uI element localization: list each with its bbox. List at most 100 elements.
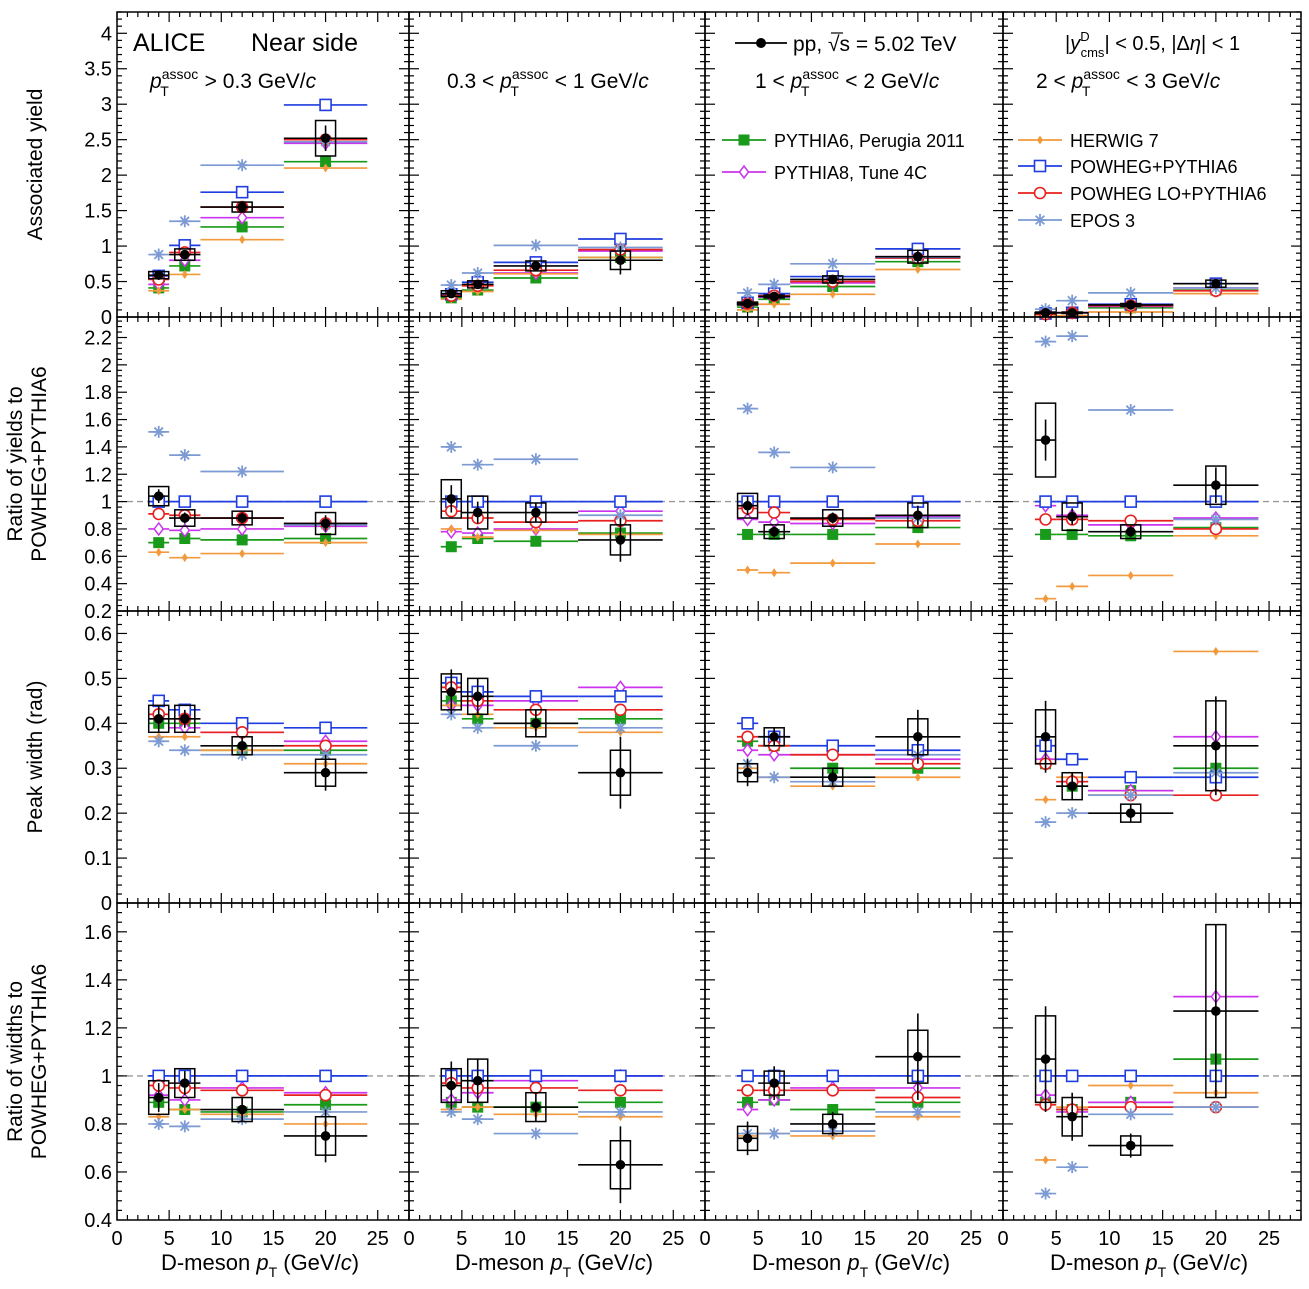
legend-data: pp, √s = 5.02 TeV <box>735 32 957 56</box>
model-point-5 <box>1124 1108 1137 1121</box>
y-tick-label: 1.4 <box>84 437 112 459</box>
model-point-2 <box>914 264 921 274</box>
y-tick-label: 3.5 <box>84 59 112 81</box>
model-point-3 <box>1039 495 1052 508</box>
model-point-5 <box>178 1120 191 1133</box>
model-point-5 <box>178 215 191 228</box>
x-tick-label: 5 <box>1051 1228 1062 1250</box>
legend-marker <box>1034 214 1046 226</box>
y-tick-label: 1.6 <box>84 922 112 944</box>
model-point-5 <box>1066 294 1079 307</box>
data-point <box>531 507 541 518</box>
y-tick-label: 0.6 <box>84 546 112 568</box>
y-tick-label: 0.2 <box>84 803 112 825</box>
legend-label: EPOS 3 <box>1070 211 1135 231</box>
model-point-5 <box>768 446 781 459</box>
cut-label: |yD cms| < 0.5, |Δη| < 1 <box>1065 29 1240 60</box>
model-point-2 <box>155 286 162 296</box>
data-point <box>179 249 190 260</box>
legend-entry-4: POWHEG LO+PYTHIA6 <box>1018 184 1267 204</box>
data-point <box>769 291 779 302</box>
data-point <box>237 202 247 212</box>
panel-row1-col1 <box>408 316 706 612</box>
y-tick-label: 1 <box>101 1066 112 1088</box>
panel-row2-col3 <box>1002 610 1302 904</box>
panel-frame <box>116 610 410 904</box>
model-point-2 <box>181 732 188 742</box>
legend-marker <box>1033 159 1047 173</box>
model-point-2 <box>771 568 778 578</box>
data-point <box>446 687 457 697</box>
data-point <box>1125 300 1136 310</box>
data-point <box>153 270 164 280</box>
model-point-3 <box>235 185 249 199</box>
y-tick-label: 2.5 <box>84 130 112 152</box>
x-tick-label: 10 <box>504 1228 526 1250</box>
x-tick-label: 10 <box>800 1228 822 1250</box>
y-tick-label: 1 <box>101 492 112 514</box>
data-point <box>1040 731 1051 742</box>
model-point-0 <box>153 537 165 549</box>
data-point <box>827 772 838 783</box>
model-point-2 <box>239 549 246 559</box>
model-point-2 <box>1127 1081 1134 1091</box>
data-point <box>1067 511 1077 522</box>
model-point-3 <box>741 717 754 730</box>
y-tick-label: 4 <box>101 23 112 45</box>
data-point <box>1067 1111 1077 1122</box>
y-axis-label-text: Ratio of yields to <box>4 386 27 541</box>
panel-frame <box>704 316 1004 612</box>
panel-row3-col2 <box>704 902 1004 1221</box>
model-point-0 <box>614 1096 626 1108</box>
panel-row3-col0: 0.4 0.6 0.8 1 1.2 1.4 1.6 <box>84 902 410 1232</box>
y-tick-label: 2.2 <box>84 328 112 350</box>
data-point <box>827 274 838 285</box>
legend-marker <box>1037 135 1043 145</box>
panel-frame <box>408 902 706 1221</box>
x-axis-label: D-meson pT (GeV/c) <box>752 1250 950 1280</box>
model-point-1 <box>179 523 191 538</box>
model-point-3 <box>1124 770 1138 784</box>
model-point-2 <box>181 269 188 279</box>
data-point <box>179 714 190 724</box>
y-tick-label: 0.4 <box>84 574 112 596</box>
y-tick-label: 1.2 <box>84 1018 112 1040</box>
region-label: Near side <box>251 29 358 57</box>
model-point-5 <box>1124 286 1137 299</box>
model-point-0 <box>614 713 626 725</box>
data-point <box>913 1051 923 1062</box>
model-point-5 <box>529 239 542 252</box>
model-point-5 <box>178 744 191 757</box>
y-axis-label-row2: Peak width (rad) <box>24 681 47 834</box>
x-tick-label: 25 <box>367 1228 389 1250</box>
model-point-3 <box>614 690 627 703</box>
model-point-3 <box>614 1069 627 1083</box>
x-axis-label: D-meson pT (GeV/c) <box>161 1250 359 1280</box>
x-tick-label: 10 <box>210 1228 232 1250</box>
model-point-4 <box>614 1084 627 1097</box>
model-point-4 <box>235 1084 249 1097</box>
x-axis-label: D-meson pT (GeV/c) <box>1050 1250 1248 1280</box>
data-point <box>742 500 753 511</box>
x-tick-label: 25 <box>1258 1228 1280 1250</box>
model-point-1 <box>768 747 780 763</box>
data-point <box>615 1159 626 1170</box>
panel-row1-col2 <box>704 316 1004 612</box>
model-point-1 <box>236 210 248 225</box>
model-point-5 <box>236 465 249 478</box>
y-tick-label: 0.8 <box>84 519 112 541</box>
model-point-5 <box>529 739 542 752</box>
x-tick-label: 20 <box>907 1228 929 1250</box>
data-point <box>1040 435 1051 445</box>
legend-label: HERWIG 7 <box>1070 131 1159 151</box>
model-point-4 <box>614 703 627 717</box>
model-point-5 <box>236 159 249 172</box>
x-tick-label: 0 <box>111 1228 122 1250</box>
model-point-2 <box>771 299 778 309</box>
x-tick-label: 15 <box>1152 1228 1174 1250</box>
y-axis-label-row1: Ratio of yields to POWHEG+PYTHIA6 <box>4 366 51 561</box>
model-point-2 <box>1042 795 1049 805</box>
x-tick-label: 15 <box>262 1228 284 1250</box>
panel-row2-col0: 0 0.1 0.2 0.3 0.4 0.5 0.6 <box>84 610 410 915</box>
